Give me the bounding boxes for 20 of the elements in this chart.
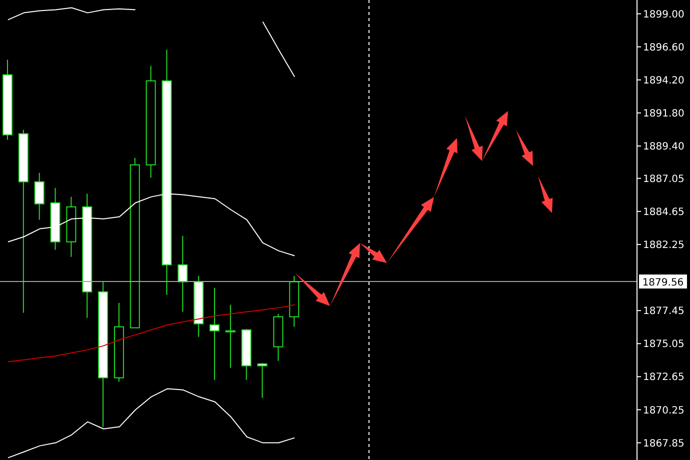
y-tick-label: 1882.25	[643, 240, 684, 252]
y-tick-label: 1870.25	[643, 405, 684, 416]
y-tick-label: 1889.40	[643, 142, 684, 153]
y-tick-label: 1899.00	[643, 9, 684, 20]
candlestick	[178, 235, 188, 312]
y-tick-label: 1891.80	[643, 108, 684, 120]
candlestick	[210, 287, 220, 380]
y-tick-label: 1875.05	[643, 339, 684, 350]
y-tick-label: 1896.60	[643, 42, 684, 54]
candlestick	[34, 172, 44, 220]
y-tick-label: 1867.85	[643, 438, 684, 450]
ref-line-label: 1879.56	[642, 278, 684, 289]
line-series	[7, 388, 296, 458]
candlestick	[257, 362, 268, 398]
y-tick-label: 1872.65	[643, 372, 684, 384]
y-tick-label: 1884.65	[643, 206, 684, 218]
y-tick-label: 1887.05	[643, 174, 684, 185]
y-tick-label: 1894.20	[643, 75, 684, 86]
y-tick-label: 1877.45	[643, 306, 684, 318]
candlestick	[225, 304, 236, 368]
